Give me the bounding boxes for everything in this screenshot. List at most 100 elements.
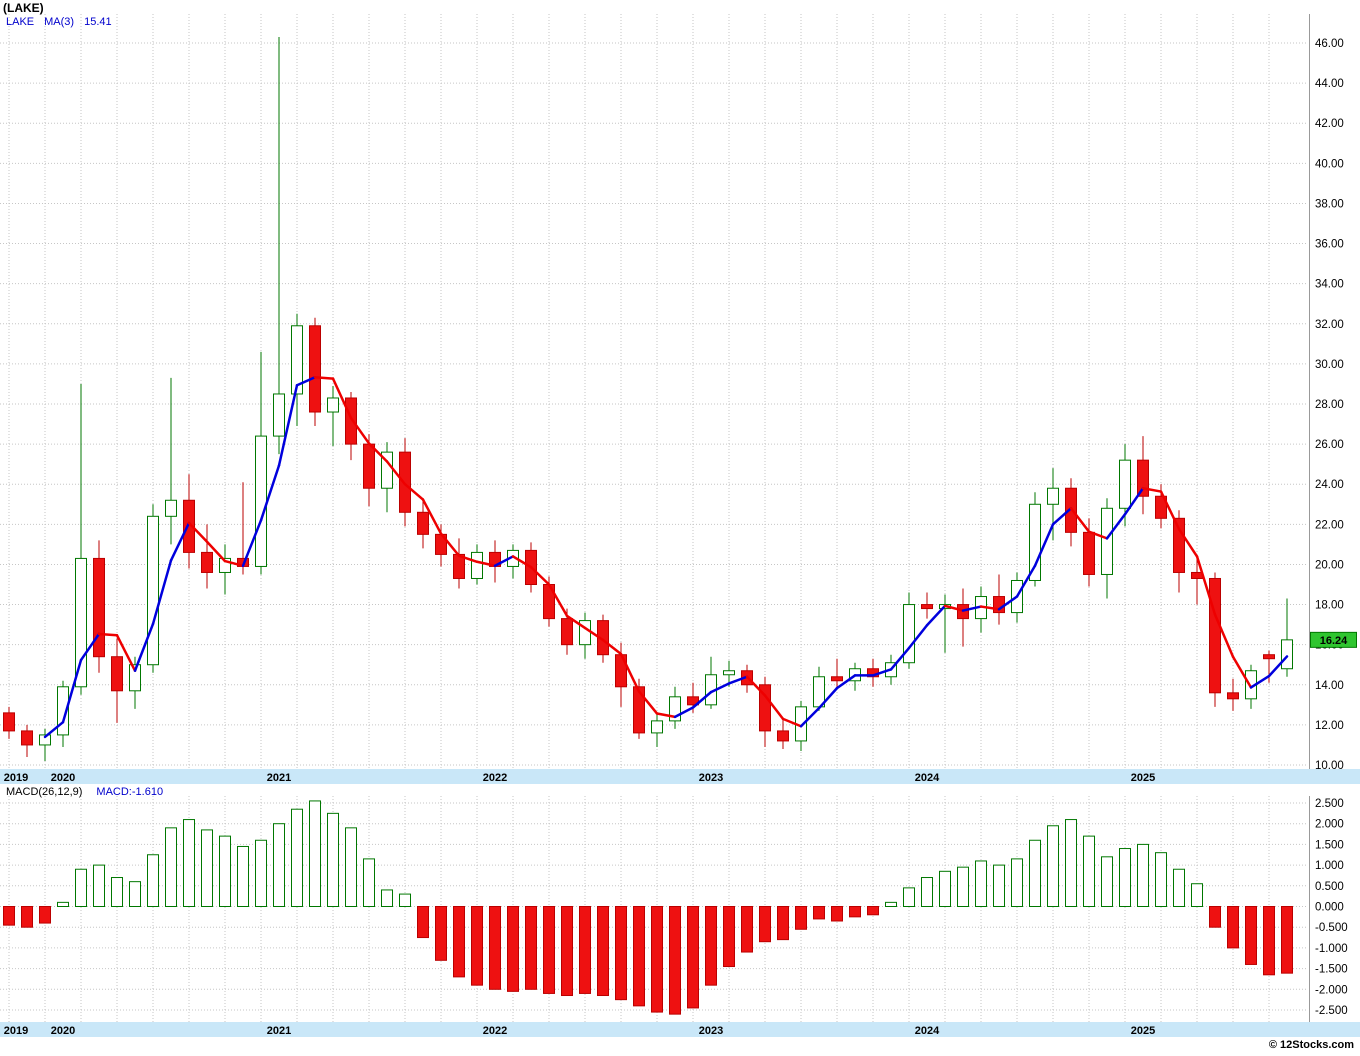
candle [39,728,51,761]
macd-axis-label: 0.500 [1315,881,1344,893]
year-label: 2025 [1131,772,1155,784]
copyright-watermark: © 12Stocks.com [1268,1039,1354,1051]
macd-bar [381,889,393,908]
year-label: 2020 [51,772,75,784]
year-label: 2019 [4,1025,28,1037]
candle [327,385,339,447]
macd-bar [633,906,645,1007]
candle [993,574,1005,625]
candle [75,383,87,695]
price-axis-label: 18.00 [1315,600,1344,612]
candle [507,544,519,579]
macd-bar [39,906,51,924]
candle [435,524,447,567]
price-axis-label: 44.00 [1315,78,1344,90]
macd-bar [165,827,177,908]
macd-bar [939,870,951,907]
macd-axis-label: 1.500 [1315,839,1344,851]
macd-bar [615,906,627,1001]
macd-bar [1047,825,1059,908]
candle [345,391,357,461]
candle [957,588,969,647]
candle [201,524,213,589]
macd-bar [651,906,663,1013]
macd-bar [21,906,33,928]
candle [273,36,285,455]
macd-bar [219,835,231,907]
macd-bar [723,906,735,968]
candle [831,658,843,689]
year-label: 2022 [483,1025,507,1037]
macd-axis-label: 2.000 [1315,819,1344,831]
candle [1173,510,1185,593]
price-axis-label: 42.00 [1315,118,1344,130]
macd-bar [57,901,69,907]
candle [471,544,483,585]
macd-bar [93,864,105,907]
macd-bar [453,906,465,978]
macd-bar [1227,906,1239,949]
candle [57,680,69,747]
price-axis-label: 24.00 [1315,479,1344,491]
candle [579,612,591,659]
year-label: 2021 [267,772,291,784]
candle [489,540,501,583]
macd-bar [705,906,717,986]
macd-bar [363,858,375,908]
candle [219,544,231,595]
candle [3,706,15,739]
macd-bar [129,881,141,907]
macd-bar [345,827,357,908]
price-axis-label: 38.00 [1315,198,1344,210]
candle [1047,468,1059,541]
candle [291,313,303,427]
candle [147,504,159,673]
year-label: 2022 [483,772,507,784]
candle [183,474,195,569]
candle [381,442,393,513]
macd-bar [777,906,789,941]
macd-bar [561,906,573,997]
price-axis-label: 32.00 [1315,319,1344,331]
candle [1227,678,1239,711]
macd-bar [741,906,753,953]
year-label: 2023 [699,772,723,784]
macd-params-label: MACD(26,12,9) [6,786,83,798]
price-axis-label: 12.00 [1315,720,1344,732]
macd-bar [759,906,771,943]
macd-value-label: MACD:-1.610 [96,786,164,798]
macd-bar [1281,906,1293,974]
macd-axis-labels: 2.500 2.000 1.500 1.000 0.500 0.000 -0.500 -1.0… [1315,798,1348,1017]
macd-bar [1209,906,1221,928]
candle [309,317,321,427]
macd-bar [831,906,843,922]
price-gridlines [0,42,1308,766]
price-axis-label: 30.00 [1315,359,1344,371]
macd-axis-label: -0.500 [1315,922,1348,934]
legend-symbol: LAKE [6,16,35,28]
candle [129,656,141,709]
macd-bar [471,906,483,986]
macd-bar [309,800,321,907]
last-price-tag-value: 16.24 [1320,635,1348,647]
macd-bar [1083,835,1095,907]
macd-axis-label: -2.000 [1315,984,1348,996]
candle [705,656,717,709]
ticker-title: (LAKE) [3,1,44,15]
year-label: 2021 [267,1025,291,1037]
candle [237,482,249,575]
candle [1101,498,1113,599]
macd-bar [1263,906,1275,976]
macd-bar [849,906,861,918]
price-axis-label: 40.00 [1315,158,1344,170]
price-axis-label: 14.00 [1315,680,1344,692]
candle [903,592,915,669]
legend-ma-value: 15.41 [84,16,112,28]
macd-bar [867,906,879,916]
candle [939,594,951,653]
macd-axis-label: 1.000 [1315,860,1344,872]
macd-bar [147,854,159,907]
year-label: 2023 [699,1025,723,1037]
